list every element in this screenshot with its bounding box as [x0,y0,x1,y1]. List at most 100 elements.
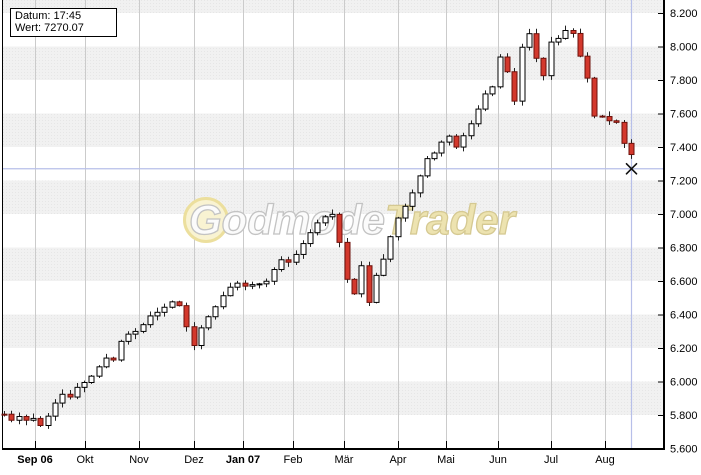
candle-down [1,413,8,416]
shading-bands [2,0,663,415]
candle-down [540,57,547,77]
candle-down [285,259,292,263]
candle-down [453,135,460,148]
candle-down [176,301,183,307]
candle-down [613,120,620,123]
candle-down [606,116,613,122]
candle-up [329,213,336,218]
wert-value: 7270.07 [44,22,84,34]
candle-up [322,216,329,224]
x-tick-label: Jul [544,454,558,466]
candle-up [205,316,212,329]
candle-up [140,324,147,332]
candle-down [344,241,351,280]
candle-up [16,415,23,421]
wert-label: Wert: [15,22,42,34]
y-tick-label: 7.600 [670,109,698,121]
axes [2,0,665,450]
y-tick-label: 6.200 [670,343,698,355]
candle-up [220,295,227,308]
candle-down [533,33,540,59]
candle-down [351,278,358,295]
candle-up [154,311,161,317]
candle-up [489,86,496,95]
candle-up [314,222,321,234]
x-tick-label: Aug [595,454,615,466]
candle-down [242,282,249,287]
candle-down [110,357,117,361]
candle-down [584,55,591,79]
datum-row: Datum: 17:45 [15,10,112,22]
crosshair-marker-icon [625,162,638,175]
wert-row: Wert: 7270.07 [15,22,112,34]
y-axis-labels: 8.200 8.000 7.800 7.600 7.400 7.200 7.000 6.800… [658,8,698,456]
candle-up [460,135,467,148]
candle-down [621,121,628,144]
y-tick-label: 6.800 [670,243,698,255]
candle-down [577,32,584,57]
y-tick-label: 6.000 [670,377,698,389]
x-tick-label: Mär [335,454,354,466]
candle-up [96,366,103,377]
x-tick-label: Okt [76,454,93,466]
y-tick-label: 8.000 [670,42,698,54]
candle-down [570,29,577,34]
x-tick-label: Jun [489,454,507,466]
x-tick-label: Nov [129,454,149,466]
candle-up [88,375,95,383]
candle-up [358,265,365,295]
candle-down [628,142,635,156]
candle-up [468,123,475,137]
candle-down [23,415,30,421]
y-tick-label: 6.600 [670,276,698,288]
candle-up [562,29,569,39]
candle-up [424,158,431,177]
candle-down [599,115,606,118]
x-tick-label: Dez [184,454,204,466]
candle-up [395,217,402,238]
candle-up [438,141,445,154]
candle-up [519,46,526,102]
candle-up [212,306,219,318]
candle-up [300,243,307,255]
y-tick-label: 7.000 [670,209,698,221]
candle-up [198,327,205,347]
candle-up [103,357,110,368]
x-tick-label: Feb [284,454,303,466]
candle-up [234,282,241,288]
candle-down [366,265,373,303]
candle-up [409,192,416,207]
candle-up [74,386,81,398]
candle-up [59,393,66,404]
candle-up [30,417,37,421]
candle-up [387,236,394,260]
candle-up [271,269,278,282]
candle-up [417,175,424,194]
candle-up [475,108,482,125]
candle-up [555,37,562,43]
candle-up [497,56,504,88]
y-tick-label: 5.600 [670,444,698,456]
y-tick-label: 7.200 [670,176,698,188]
candle-up [125,333,132,342]
candle-up [169,301,176,308]
candle-up [256,283,263,286]
y-tick-label: 6.400 [670,310,698,322]
x-tick-label: Mai [437,454,455,466]
quote-info-box: Datum: 17:45 Wert: 7270.07 [10,8,117,37]
candle-up [249,284,256,287]
candle-up [431,152,438,160]
candle-up [147,315,154,326]
candle-down [591,77,598,117]
candle-down [504,56,511,73]
datum-value: 17:45 [53,10,82,22]
crosshair-lines [2,0,663,449]
candle-up [307,232,314,245]
candle-down [511,71,518,102]
candle-up [373,274,380,303]
candle-up [402,205,409,219]
candle-up [81,381,88,388]
candle-up [263,280,270,285]
